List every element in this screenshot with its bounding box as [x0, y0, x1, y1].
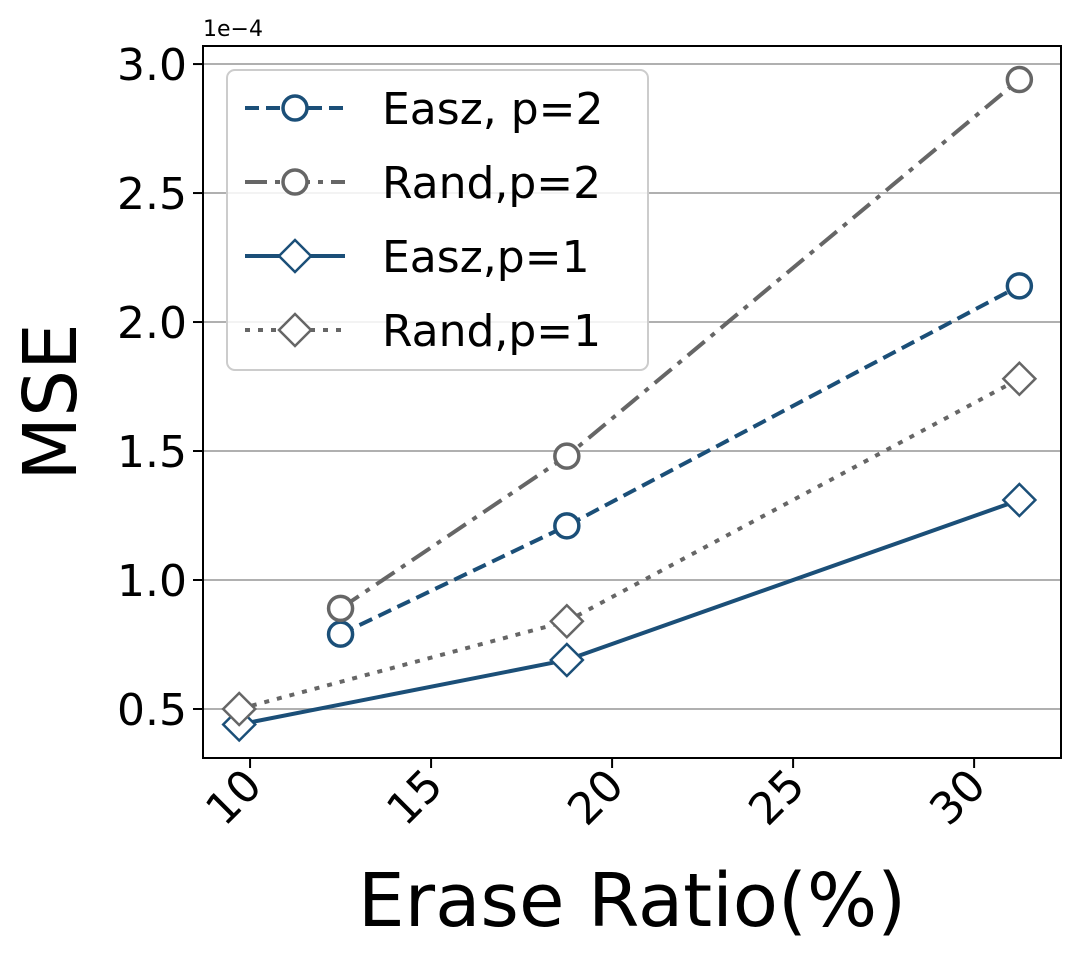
- x-tick-label: 20: [558, 760, 634, 836]
- y-tick-label: 1.5: [117, 427, 187, 478]
- series-layer: [221, 65, 1038, 743]
- legend-entry: Easz,p=1: [245, 232, 590, 283]
- series-1: [326, 272, 1034, 648]
- data-point: [1005, 272, 1034, 300]
- legend-entry: Rand,p=1: [245, 306, 601, 357]
- legend-marker: [281, 94, 309, 122]
- data-point: [1005, 65, 1034, 94]
- data-point: [1001, 361, 1038, 397]
- legend-marker: [277, 312, 313, 348]
- data-point: [549, 603, 585, 640]
- x-tick-label: 15: [377, 760, 453, 836]
- legend-entry: Easz, p=2: [245, 84, 604, 135]
- y-tick-label: 2.5: [117, 169, 187, 220]
- data-point: [326, 620, 355, 648]
- data-point: [221, 691, 257, 727]
- data-point: [1001, 482, 1038, 518]
- series-2: [326, 65, 1034, 623]
- x-axis-label: Erase Ratio(%): [358, 858, 906, 944]
- y-axis-label: MSE: [8, 323, 94, 481]
- series-line: [238, 377, 1021, 711]
- y-tick-label: 0.5: [117, 685, 187, 736]
- y-axis-scale-label: 1e−4: [203, 17, 263, 42]
- legend-label: Easz, p=2: [382, 84, 604, 135]
- data-point: [553, 442, 581, 470]
- x-tick-label: 30: [920, 760, 996, 836]
- legend: Easz, p=2 Rand,p=2 Easz,p=1 Rand,p=1: [226, 69, 649, 371]
- x-tick-label: 25: [739, 760, 815, 836]
- series-line: [339, 284, 1021, 636]
- legend-entry: Rand,p=2: [245, 158, 601, 209]
- legend-marker: [281, 168, 309, 196]
- plot-area-frame: [202, 45, 1062, 759]
- legend-label: Rand,p=2: [382, 158, 601, 209]
- legend-label: Easz,p=1: [382, 232, 590, 283]
- legend-marker: [277, 238, 313, 274]
- data-point: [326, 594, 355, 623]
- y-tick-label: 3.0: [117, 40, 187, 91]
- y-tick-label: 1.0: [117, 556, 187, 607]
- x-tick-label: 10: [196, 760, 272, 836]
- series-4: [221, 361, 1038, 727]
- y-tick-label: 2.0: [117, 298, 187, 349]
- series-line: [238, 498, 1021, 727]
- data-point: [549, 642, 585, 678]
- legend-label: Rand,p=1: [382, 306, 601, 357]
- legend-box: [226, 69, 649, 371]
- data-point: [553, 512, 581, 540]
